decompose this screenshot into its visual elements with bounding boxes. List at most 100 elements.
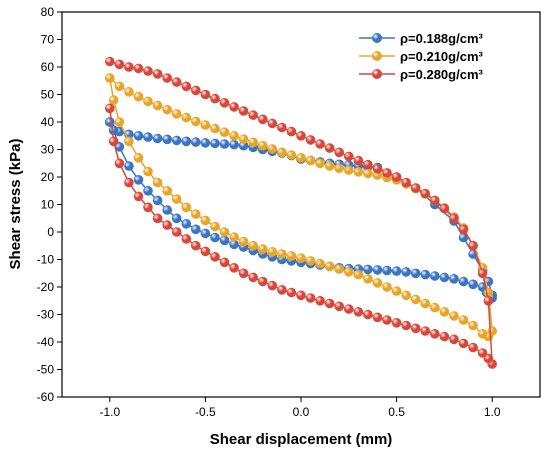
series-1-point	[133, 153, 144, 163]
series-0-point	[181, 219, 192, 229]
series-2-point	[114, 158, 125, 169]
series-1-point	[449, 311, 459, 321]
x-axis-title: Shear displacement (mm)	[210, 431, 393, 448]
y-axis-ticks: -60 -50 -40 -30 -20 -10 0 10 20 30 40 50 60 70 80	[37, 5, 62, 404]
series-2-point	[382, 168, 392, 178]
series-0-point	[458, 276, 469, 287]
series-2-point	[430, 195, 440, 206]
y-tick-label: -60	[37, 390, 55, 404]
series-1-point	[152, 100, 163, 111]
series-2-point	[468, 342, 478, 353]
y-tick-label: -40	[37, 335, 55, 349]
series-2-point	[181, 234, 192, 244]
series-1-point	[219, 127, 230, 137]
y-tick-label: 20	[41, 170, 55, 184]
series-0-point	[420, 269, 431, 280]
series-1-point	[238, 236, 249, 247]
series-1-point	[267, 247, 278, 257]
series-2-point	[315, 139, 325, 149]
series-2-point	[171, 227, 182, 237]
series-1-point	[143, 96, 153, 107]
series-1-point	[439, 307, 450, 317]
series-0-point	[401, 267, 412, 277]
series-1-point	[152, 177, 163, 188]
series-0-point	[229, 139, 239, 150]
series-0-point	[410, 268, 421, 279]
series-2-point	[483, 296, 494, 306]
series-0-point	[430, 271, 440, 281]
series-1-point	[296, 253, 306, 263]
series-1-point	[305, 155, 316, 166]
series-2-point	[210, 93, 220, 104]
series-1-point	[162, 104, 172, 115]
series-2-point	[458, 224, 469, 235]
series-1-point	[334, 264, 345, 274]
series-0-point	[124, 161, 134, 171]
series-2-point	[353, 307, 364, 317]
series-1-point	[238, 134, 249, 144]
x-tick-label: -1.0	[99, 405, 120, 419]
series-1-point	[372, 278, 383, 288]
series-2-point	[229, 263, 239, 273]
series-2-point	[108, 136, 119, 147]
series-layer	[105, 56, 498, 369]
series-1-point	[210, 221, 220, 232]
series-1-point	[258, 140, 268, 151]
series-1-point	[382, 282, 392, 292]
series-1-point	[133, 91, 144, 102]
y-tick-label: 10	[41, 198, 55, 212]
series-1-point	[344, 165, 354, 175]
series-2-point	[382, 315, 392, 325]
series-2-point	[124, 62, 134, 72]
series-2-point	[296, 131, 306, 141]
series-2-point	[105, 56, 115, 67]
series-0-point	[229, 239, 239, 250]
series-1-point	[124, 136, 134, 147]
legend-marker-1	[372, 51, 382, 61]
series-0-point	[391, 266, 402, 276]
series-0-point	[143, 186, 153, 196]
series-2-point	[191, 240, 201, 251]
series-0-point	[171, 213, 182, 224]
series-2-point	[324, 143, 335, 153]
y-axis-title: Shear stress (kPa)	[7, 139, 24, 270]
series-0-point	[191, 137, 201, 147]
series-1-point	[315, 158, 325, 169]
series-2-point	[238, 268, 249, 279]
series-2-point	[468, 240, 478, 251]
series-0-point	[152, 133, 163, 144]
series-2-point	[286, 287, 297, 298]
series-0-point	[162, 205, 172, 215]
series-2-point	[248, 110, 258, 120]
series-1-point	[258, 244, 268, 254]
y-tick-label: -20	[37, 280, 55, 294]
series-1-point	[229, 232, 239, 242]
series-2-point	[267, 280, 278, 291]
series-2-point	[229, 102, 239, 112]
series-1-point	[458, 315, 469, 325]
series-1-point	[468, 320, 478, 331]
series-1-point	[344, 267, 354, 277]
legend-marker-2	[372, 69, 382, 79]
series-1-point	[171, 109, 182, 119]
series-0-point	[439, 272, 450, 283]
series-2-point	[401, 177, 412, 188]
legend-item-0: ρ=0.188g/cm³	[359, 31, 484, 46]
series-1-point	[420, 298, 431, 309]
series-2-point	[105, 103, 115, 114]
series-2-point	[477, 348, 488, 358]
series-0-point	[200, 138, 211, 148]
series-1-point	[114, 117, 125, 127]
series-1-point	[391, 286, 402, 296]
series-1-point	[219, 227, 230, 237]
series-2-point	[152, 69, 163, 79]
series-2-point	[305, 135, 316, 145]
series-0-point	[468, 279, 478, 290]
series-1-point	[324, 161, 335, 171]
legend: ρ=0.188g/cm³ ρ=0.210g/cm³ ρ=0.280g/cm³	[359, 31, 484, 82]
x-tick-label: -0.5	[195, 405, 216, 419]
series-1-point	[105, 73, 115, 83]
series-2-point	[410, 183, 421, 193]
legend-item-1: ρ=0.210g/cm³	[359, 49, 484, 64]
